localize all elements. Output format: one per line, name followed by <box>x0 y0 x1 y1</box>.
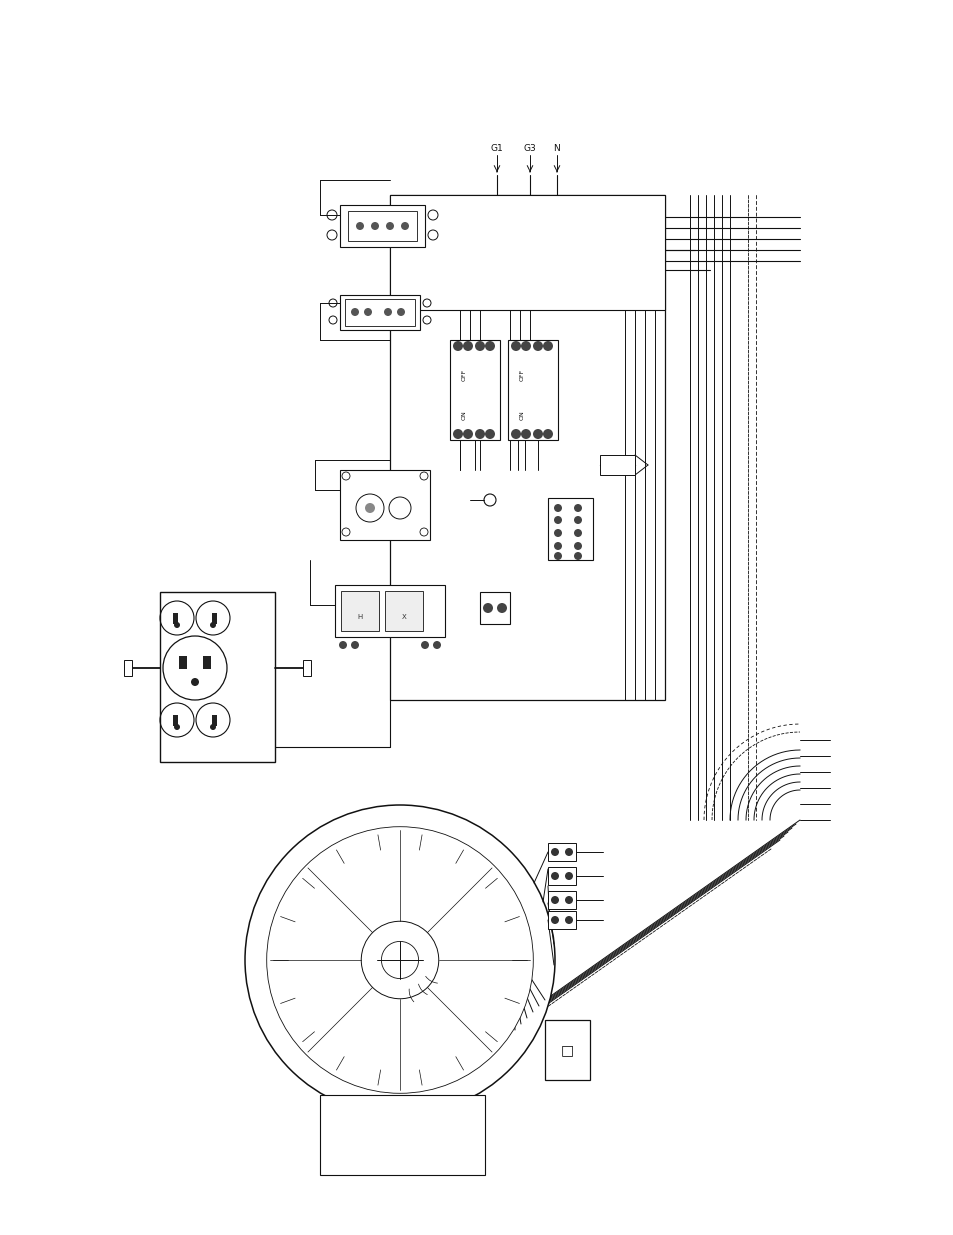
Circle shape <box>497 603 506 613</box>
Circle shape <box>475 429 484 438</box>
Circle shape <box>453 429 462 438</box>
Text: H: H <box>357 614 362 620</box>
Circle shape <box>364 308 372 316</box>
Circle shape <box>574 516 581 524</box>
Circle shape <box>173 724 180 730</box>
Circle shape <box>484 429 495 438</box>
Circle shape <box>574 542 581 550</box>
Circle shape <box>245 805 555 1115</box>
Bar <box>507 340 558 440</box>
Bar <box>390 195 664 700</box>
Bar <box>599 454 635 475</box>
Circle shape <box>420 641 429 650</box>
Bar <box>339 295 419 330</box>
Bar <box>547 867 576 885</box>
Text: OFF: OFF <box>519 369 524 382</box>
Circle shape <box>554 516 561 524</box>
Circle shape <box>191 678 199 685</box>
Bar <box>390 195 664 310</box>
Bar <box>124 659 132 676</box>
Circle shape <box>210 724 215 730</box>
Circle shape <box>351 641 358 650</box>
Circle shape <box>533 341 542 351</box>
Circle shape <box>484 341 495 351</box>
Circle shape <box>551 897 558 904</box>
Circle shape <box>453 341 462 351</box>
Circle shape <box>267 826 533 1093</box>
Circle shape <box>564 916 573 924</box>
Circle shape <box>384 308 392 316</box>
Bar <box>348 211 416 241</box>
Circle shape <box>355 222 364 230</box>
Circle shape <box>533 429 542 438</box>
Circle shape <box>564 848 573 856</box>
Bar <box>345 299 415 326</box>
Bar <box>479 592 510 624</box>
Text: X: X <box>401 614 406 620</box>
Bar <box>547 498 593 559</box>
Circle shape <box>371 222 378 230</box>
Circle shape <box>400 222 409 230</box>
Circle shape <box>173 622 180 629</box>
Text: N: N <box>553 143 559 152</box>
Bar <box>203 656 211 669</box>
Circle shape <box>554 504 561 513</box>
Circle shape <box>564 897 573 904</box>
Bar <box>212 613 216 624</box>
Bar <box>385 592 422 631</box>
Text: OFF: OFF <box>461 369 466 382</box>
Bar <box>335 585 444 637</box>
Bar <box>160 592 274 762</box>
Circle shape <box>542 429 553 438</box>
Text: □: □ <box>559 1044 573 1057</box>
Text: G1: G1 <box>490 143 503 152</box>
Circle shape <box>462 429 473 438</box>
Circle shape <box>511 341 520 351</box>
Circle shape <box>551 872 558 881</box>
Circle shape <box>574 529 581 537</box>
Bar <box>547 844 576 861</box>
Circle shape <box>554 529 561 537</box>
Bar <box>172 715 178 726</box>
Circle shape <box>365 503 375 513</box>
Circle shape <box>462 341 473 351</box>
Bar <box>340 592 378 631</box>
Bar <box>319 1095 484 1174</box>
Circle shape <box>396 308 405 316</box>
Circle shape <box>520 341 531 351</box>
Circle shape <box>433 641 440 650</box>
Circle shape <box>551 916 558 924</box>
Circle shape <box>338 641 347 650</box>
Circle shape <box>574 504 581 513</box>
Bar <box>339 205 424 247</box>
Circle shape <box>520 429 531 438</box>
Circle shape <box>554 552 561 559</box>
Circle shape <box>551 848 558 856</box>
Circle shape <box>475 341 484 351</box>
Circle shape <box>210 622 215 629</box>
Circle shape <box>482 603 493 613</box>
Text: ON: ON <box>461 410 466 420</box>
Text: ON: ON <box>519 410 524 420</box>
Bar <box>212 715 216 726</box>
Circle shape <box>386 222 394 230</box>
Text: G3: G3 <box>523 143 536 152</box>
Bar <box>179 656 187 669</box>
Bar <box>547 911 576 929</box>
Circle shape <box>542 341 553 351</box>
Bar <box>547 890 576 909</box>
Circle shape <box>351 308 358 316</box>
Bar <box>450 340 499 440</box>
Bar <box>303 659 311 676</box>
Circle shape <box>564 872 573 881</box>
Bar <box>544 1020 589 1079</box>
Bar <box>339 471 430 540</box>
Circle shape <box>511 429 520 438</box>
Circle shape <box>554 542 561 550</box>
Bar <box>172 613 178 624</box>
Circle shape <box>574 552 581 559</box>
